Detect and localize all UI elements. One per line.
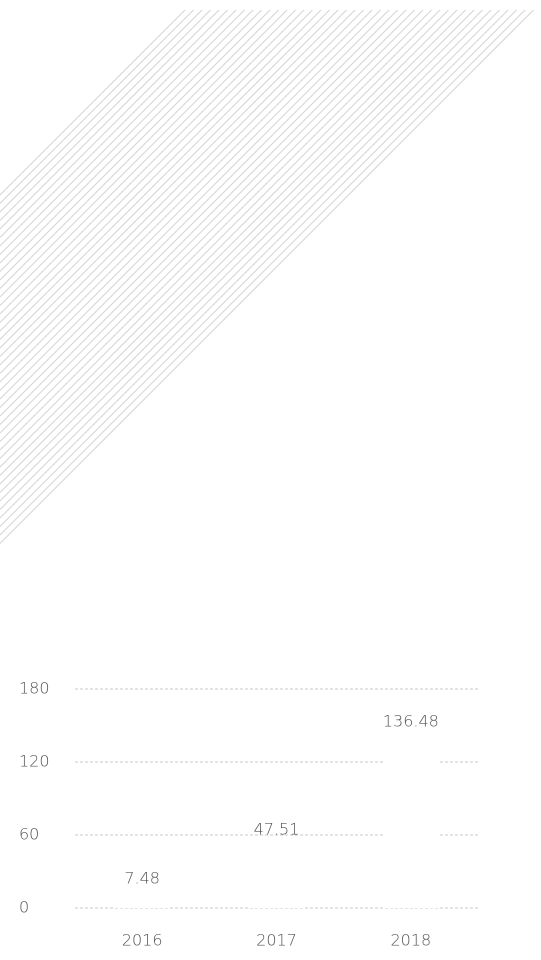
hatch-line xyxy=(0,10,399,408)
x-tick-label: 2016 xyxy=(122,931,163,950)
hatch-line xyxy=(0,10,356,366)
hatch-line xyxy=(0,10,484,493)
decor-hatch xyxy=(0,10,535,544)
hatch-line xyxy=(0,10,501,510)
hatch-line xyxy=(0,10,373,383)
bar xyxy=(249,850,304,908)
hatch-line xyxy=(0,10,195,204)
hatch-line xyxy=(0,10,314,323)
hatch-line xyxy=(0,10,288,298)
hatch-line xyxy=(0,10,246,255)
hatch-line xyxy=(0,10,339,349)
hatch-line xyxy=(0,10,407,417)
hatch-line xyxy=(0,10,263,272)
hatch-line xyxy=(0,10,518,527)
hatch-line xyxy=(0,10,382,391)
y-tick-label: 180 xyxy=(19,679,50,698)
hatch-line xyxy=(0,10,322,332)
hatch-line xyxy=(0,10,365,374)
hatch-line xyxy=(0,10,280,289)
hatch-line xyxy=(0,10,526,536)
hatch-line xyxy=(0,10,254,264)
hatch-line xyxy=(0,10,220,230)
hatch-line xyxy=(0,10,390,400)
bar xyxy=(383,741,438,908)
value-label: 47.51 xyxy=(254,820,300,839)
hatch-line xyxy=(0,10,467,476)
hatch-line xyxy=(0,10,492,502)
y-tick-label: 60 xyxy=(19,825,39,844)
hatch-line xyxy=(0,10,229,238)
bar xyxy=(115,898,170,908)
hatch-line xyxy=(0,10,297,306)
hatch-line xyxy=(0,10,424,434)
hatch-line xyxy=(0,10,186,196)
hatch-line xyxy=(0,10,433,442)
hatch-line xyxy=(0,10,348,357)
hatch-line xyxy=(0,10,441,451)
hatch-line xyxy=(0,10,212,221)
value-label: 136.48 xyxy=(383,711,439,730)
hatch-line xyxy=(0,10,271,281)
y-tick-label: 120 xyxy=(19,752,50,771)
hatch-line xyxy=(0,10,331,340)
y-tick-label: 0 xyxy=(19,898,29,917)
hatch-line xyxy=(0,10,535,544)
value-label: 7.48 xyxy=(124,868,160,887)
hatch-line xyxy=(0,10,509,519)
hatch-line xyxy=(0,10,416,425)
x-tick-label: 2018 xyxy=(390,931,431,950)
hatch-line xyxy=(0,10,305,315)
x-tick-label: 2017 xyxy=(256,931,297,950)
hatch-line xyxy=(0,10,203,213)
hatch-line xyxy=(0,10,458,468)
hatch-line xyxy=(0,10,450,459)
hatch-line xyxy=(0,10,475,485)
hatch-line xyxy=(0,10,237,247)
